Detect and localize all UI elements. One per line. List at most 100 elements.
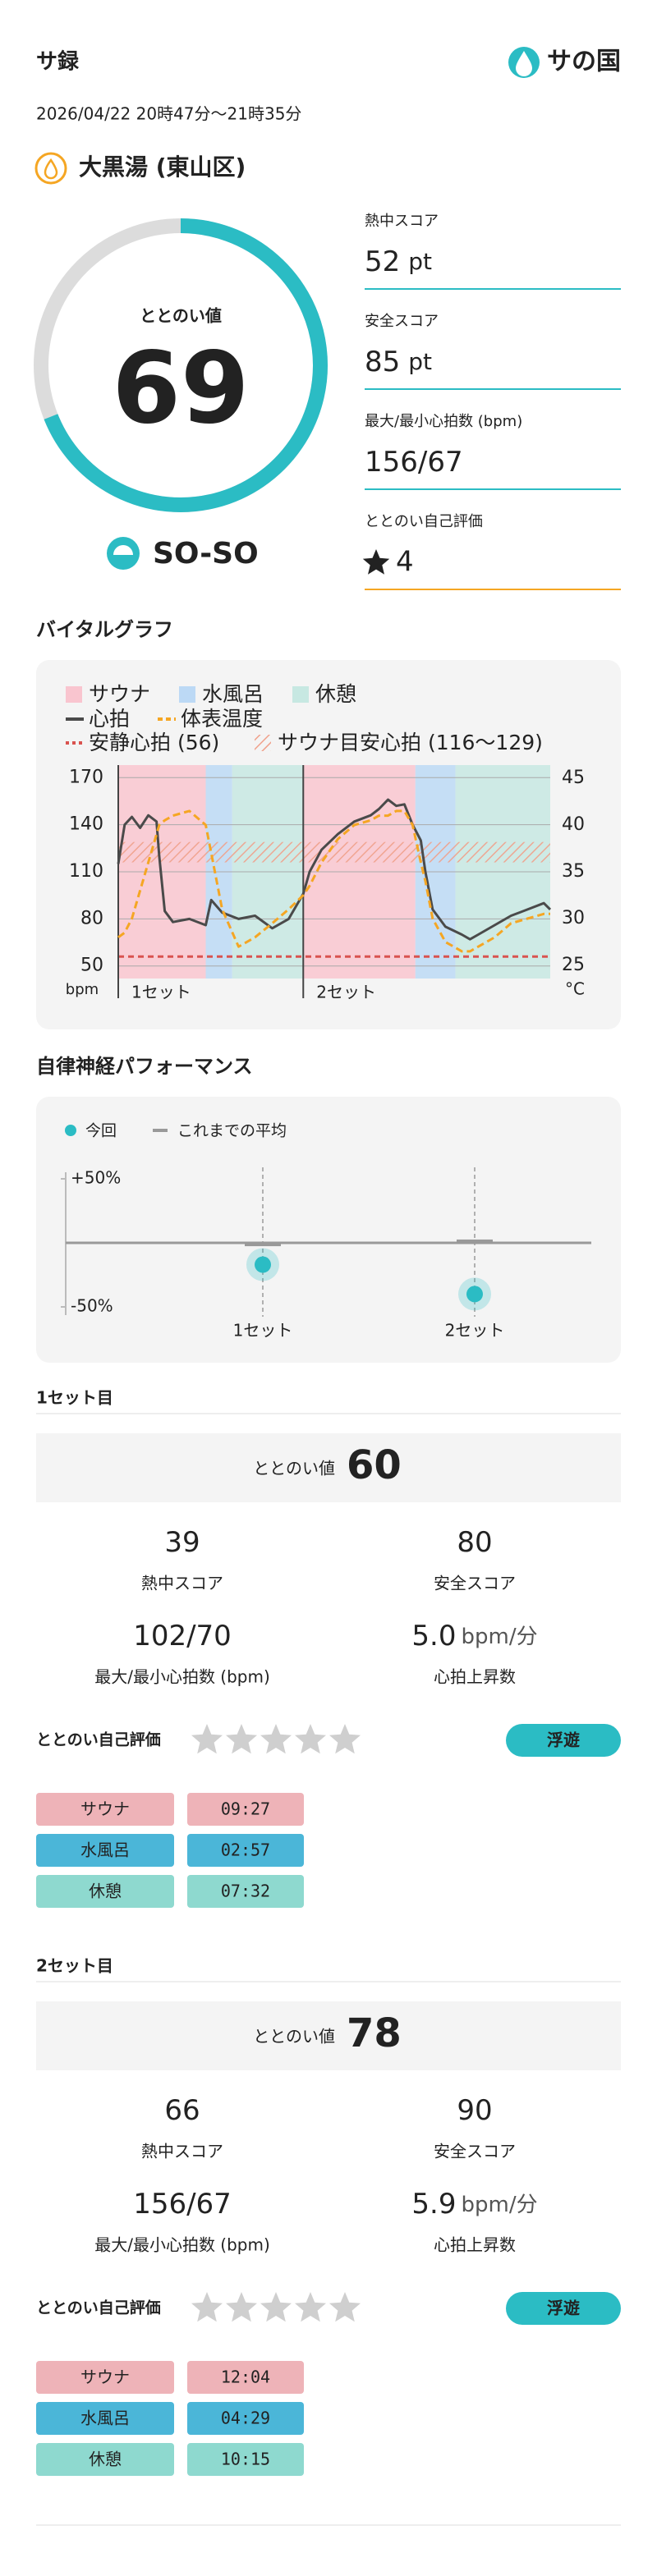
score-label: ととのい自己評価 bbox=[365, 513, 483, 530]
y-axis-label: bpm bbox=[66, 981, 99, 998]
stat-value: 102/70 bbox=[133, 1620, 232, 1652]
y-tick-label: -50% bbox=[71, 1296, 113, 1316]
phase-time: 04:29 bbox=[221, 2409, 270, 2428]
phase-time: 10:15 bbox=[221, 2450, 270, 2469]
stat-unit: bpm/分 bbox=[461, 1625, 537, 1649]
x-tick-label: 1セット bbox=[233, 1321, 293, 1341]
score-number: 85 bbox=[365, 346, 400, 378]
facility-name: 大黒湯 (東山区) bbox=[79, 154, 246, 181]
facility-icon bbox=[34, 152, 67, 185]
x-tick-label: 2セット bbox=[445, 1321, 505, 1341]
y2-axis-label: °C bbox=[565, 979, 585, 999]
status-icon-face bbox=[113, 545, 133, 555]
phase-name: 水風呂 bbox=[80, 1840, 130, 1860]
stat-number: 5.9 bbox=[411, 2188, 456, 2221]
totonoi-label: ととのい値 bbox=[253, 2027, 335, 2047]
score-value: 85 pt bbox=[365, 346, 432, 378]
rating-star-empty bbox=[191, 2292, 223, 2322]
score-value: 52 pt bbox=[365, 245, 432, 278]
score-number: 156/67 bbox=[365, 446, 463, 479]
mood-text: 浮遊 bbox=[547, 1730, 580, 1750]
phase-tag bbox=[36, 1875, 174, 1908]
phase-name: 休憩 bbox=[89, 1882, 122, 1901]
stat-value: 66 bbox=[164, 2094, 200, 2127]
y2-tick-label: 25 bbox=[562, 955, 585, 975]
score-number: 52 bbox=[365, 245, 400, 278]
phase-time-tag bbox=[187, 1834, 304, 1867]
brand-icon-drop bbox=[516, 51, 532, 76]
stat-number: 39 bbox=[164, 1526, 200, 1559]
mood-text: 浮遊 bbox=[547, 2299, 580, 2318]
gauge-arc bbox=[44, 218, 328, 512]
y-tick-label: 80 bbox=[80, 908, 103, 928]
legend-label: 休憩 bbox=[315, 682, 356, 706]
section-title: バイタルグラフ bbox=[36, 618, 173, 641]
totonoi-value: 78 bbox=[347, 2010, 402, 2056]
legend-dash bbox=[153, 1129, 168, 1132]
set-title: 1セット目 bbox=[36, 1388, 113, 1408]
score-unit: pt bbox=[408, 248, 432, 275]
phase-time: 02:57 bbox=[221, 1840, 270, 1860]
stat-number: 156/67 bbox=[133, 2188, 232, 2221]
set-label: 2セット bbox=[316, 983, 376, 1002]
gauge-label: ととのい値 bbox=[140, 306, 222, 326]
chart-card bbox=[36, 1097, 621, 1363]
y2-tick-label: 35 bbox=[562, 861, 585, 882]
legend-label: 体表温度 bbox=[181, 707, 263, 731]
rating-star-empty bbox=[260, 1724, 292, 1754]
rating-star-empty bbox=[226, 2292, 257, 2322]
stat-value: 5.9 bpm/分 bbox=[411, 2188, 537, 2221]
legend-swatch bbox=[255, 735, 271, 751]
phase-tag bbox=[36, 1834, 174, 1867]
stat-label: 安全スコア bbox=[434, 1574, 516, 1593]
totonoi-value: 60 bbox=[347, 1442, 402, 1488]
stat-label: 熱中スコア bbox=[141, 2142, 223, 2161]
stat-label: 心拍上昇数 bbox=[434, 2235, 516, 2255]
rating-star-empty bbox=[329, 1724, 361, 1754]
rating-star-empty bbox=[260, 2292, 292, 2322]
set-title: 2セット目 bbox=[36, 1956, 113, 1976]
rating-label: ととのい自己評価 bbox=[36, 1730, 161, 1749]
mood-pill bbox=[506, 2292, 621, 2325]
section-title: 自律神経パフォーマンス bbox=[36, 1055, 253, 1078]
y2-tick-label: 30 bbox=[562, 908, 585, 928]
phase-time-tag bbox=[187, 1875, 304, 1908]
stat-label: 最大/最小心拍数 (bpm) bbox=[94, 2235, 270, 2255]
phase-name: 休憩 bbox=[89, 2450, 122, 2469]
legend-label: 安静心拍 (56) bbox=[89, 731, 219, 754]
phase-time-tag bbox=[187, 1793, 304, 1826]
rating-star bbox=[362, 549, 390, 575]
phase-tag bbox=[36, 2402, 174, 2435]
phase-time: 12:04 bbox=[221, 2367, 270, 2387]
temperature-line bbox=[117, 809, 550, 953]
legend-label: サウナ bbox=[89, 682, 150, 706]
y-tick-label: 140 bbox=[69, 814, 103, 835]
y-tick-label: +50% bbox=[71, 1168, 121, 1188]
score-value: 156/67 bbox=[365, 446, 463, 479]
mood-pill bbox=[506, 1724, 621, 1757]
y2-tick-label: 45 bbox=[562, 768, 585, 788]
legend-label: これまでの平均 bbox=[177, 1122, 287, 1140]
legend-label: 水風呂 bbox=[202, 682, 264, 706]
totonoi-label: ととのい値 bbox=[253, 1459, 335, 1478]
phase-name: サウナ bbox=[80, 1799, 130, 1819]
phase-time-tag bbox=[187, 2443, 304, 2476]
current-point bbox=[255, 1256, 271, 1273]
gauge-value: 69 bbox=[113, 332, 250, 447]
score-label: 熱中スコア bbox=[365, 213, 439, 230]
set-label: 1セット bbox=[131, 983, 191, 1002]
totonoi-box bbox=[36, 2001, 621, 2070]
rating-star-empty bbox=[191, 1724, 223, 1754]
score-label: 最大/最小心拍数 (bpm) bbox=[365, 413, 522, 430]
stat-label: 熱中スコア bbox=[141, 1574, 223, 1593]
legend-label: 今回 bbox=[85, 1122, 117, 1140]
phase-tag bbox=[36, 2361, 174, 2394]
legend-label: 心拍 bbox=[89, 707, 130, 731]
heart-rate-line bbox=[117, 798, 552, 941]
phase-tag bbox=[36, 1793, 174, 1826]
phase-time: 09:27 bbox=[221, 1799, 270, 1819]
target-band bbox=[118, 841, 550, 863]
stat-number: 66 bbox=[164, 2094, 200, 2127]
score-value: 4 bbox=[396, 546, 414, 579]
